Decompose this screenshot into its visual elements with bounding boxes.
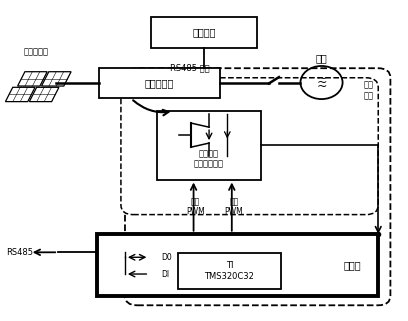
Text: DI: DI <box>162 270 170 279</box>
Bar <box>177 253 281 289</box>
Text: RS485 通信: RS485 通信 <box>170 64 209 73</box>
Text: 三相
PWM: 三相 PWM <box>224 197 243 216</box>
Text: 单元逆变器: 单元逆变器 <box>145 78 174 88</box>
Text: 太阳电池板: 太阳电池板 <box>23 48 48 57</box>
Text: ~: ~ <box>316 76 327 89</box>
Bar <box>157 111 261 179</box>
Polygon shape <box>42 72 71 86</box>
FancyBboxPatch shape <box>121 78 378 215</box>
Text: D0: D0 <box>162 253 172 262</box>
Polygon shape <box>18 72 47 86</box>
Bar <box>97 234 378 296</box>
Text: 单相
PWM: 单相 PWM <box>186 197 205 216</box>
Text: 模拟
信号: 模拟 信号 <box>363 81 373 100</box>
Text: 主控制器: 主控制器 <box>192 27 216 38</box>
FancyBboxPatch shape <box>125 68 390 305</box>
Text: 控制板: 控制板 <box>343 260 361 270</box>
Text: RS485: RS485 <box>6 248 33 257</box>
Text: 电源部分
（用户自制）: 电源部分 （用户自制） <box>194 149 224 169</box>
Polygon shape <box>29 87 59 102</box>
Bar <box>99 68 220 99</box>
Polygon shape <box>5 87 35 102</box>
Text: TI
TMS320C32: TI TMS320C32 <box>204 261 254 281</box>
Text: 系统: 系统 <box>316 53 327 63</box>
Bar <box>151 17 257 48</box>
Text: ~: ~ <box>316 80 327 93</box>
Text: ~: ~ <box>316 72 327 85</box>
